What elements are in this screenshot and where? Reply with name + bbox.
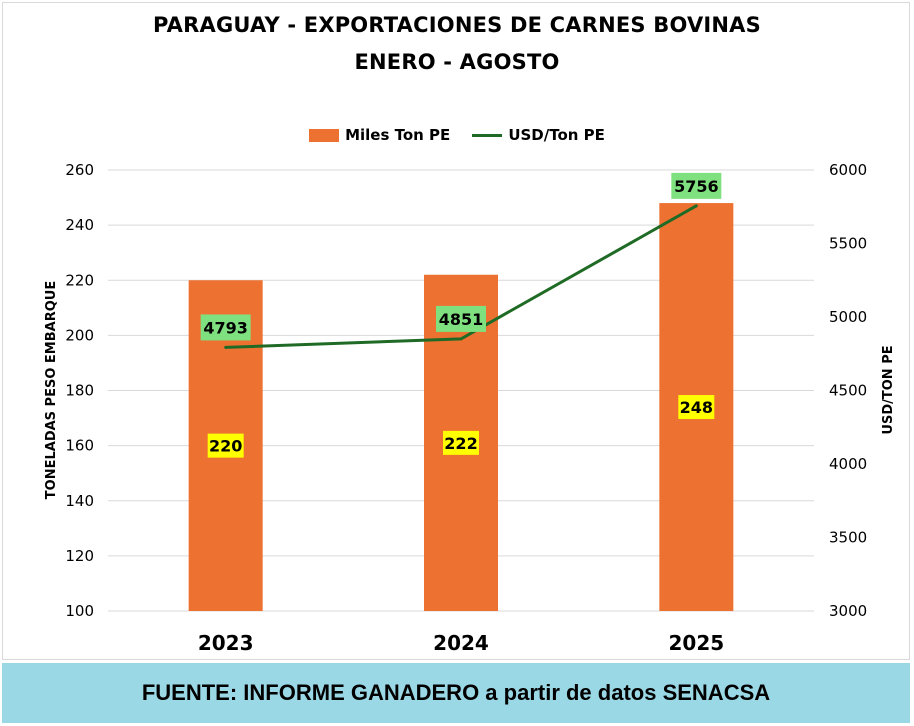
legend-label-line: USD/Ton PE [508, 126, 605, 144]
x-tick-label: 2023 [198, 631, 254, 655]
y-tick-label: 160 [65, 437, 94, 455]
legend: Miles Ton PE USD/Ton PE [0, 126, 914, 144]
chart-subtitle: ENERO - AGOSTO [354, 50, 560, 74]
y2-tick-label: 5000 [829, 308, 867, 326]
bar-label-bg [678, 395, 715, 420]
chart-border [2, 2, 910, 660]
y2-tick-label: 6000 [829, 161, 867, 179]
bar-value-label: 222 [444, 434, 477, 453]
line-point [459, 337, 463, 341]
chart-plot: 100 120 140 160 180 200 220 240 260 3000 3500 4000 4… [44, 161, 896, 655]
y2-tick-label: 5500 [829, 235, 867, 253]
y-tick-label: 240 [65, 216, 94, 234]
y-tick-label: 220 [65, 271, 94, 289]
y-axis-title: TONELADAS PESO EMBARQUE [44, 281, 59, 499]
line-point [224, 345, 228, 349]
y2-tick-label: 3500 [829, 529, 867, 547]
y2-axis-title: USD/TON PE [881, 345, 896, 434]
source-footer: FUENTE: INFORME GANADERO a partir de dat… [2, 663, 910, 723]
y-tick-label: 120 [65, 547, 94, 565]
x-tick-label: 2024 [433, 631, 489, 655]
line-value-label: 5756 [674, 177, 719, 196]
line-label-bg [200, 314, 251, 341]
legend-swatch-line [472, 133, 503, 137]
line-label-bg [671, 172, 722, 199]
y-tick-label: 180 [65, 382, 94, 400]
bar-value-label: 220 [209, 437, 242, 456]
chart-title: PARAGUAY - EXPORTACIONES DE CARNES BOVIN… [153, 13, 761, 37]
x-tick-label: 2025 [668, 631, 724, 655]
y2-tick-label: 4500 [829, 382, 867, 400]
legend-swatch-bars [309, 128, 340, 142]
y-tick-label: 140 [65, 492, 94, 510]
legend-item-line: USD/Ton PE [472, 126, 605, 144]
y-tick-label: 100 [65, 602, 94, 620]
y-tick-label: 260 [65, 161, 94, 179]
legend-item-bars: Miles Ton PE [309, 126, 450, 144]
bar-label-bg [443, 430, 479, 455]
line-point [694, 204, 698, 208]
y-tick-label: 200 [65, 326, 94, 344]
bar-value-label: 248 [680, 398, 713, 417]
bar-label-bg [207, 433, 244, 458]
y2-tick-label: 3000 [829, 602, 867, 620]
line-label-bg [436, 305, 486, 332]
legend-label-bars: Miles Ton PE [345, 126, 451, 144]
line-value-label: 4793 [203, 318, 248, 337]
line-value-label: 4851 [439, 310, 484, 329]
y2-tick-label: 4000 [829, 455, 867, 473]
